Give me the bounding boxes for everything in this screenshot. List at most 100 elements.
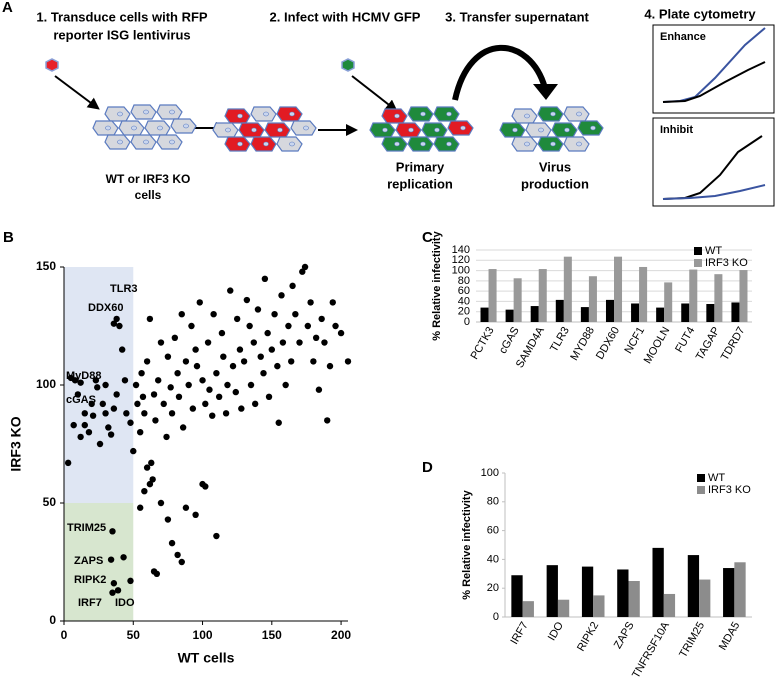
point [329,299,336,306]
point [232,388,239,396]
point [130,447,137,455]
legend-label: IRF3 KO [708,484,751,496]
point [148,459,155,467]
point [213,370,220,377]
cell-label: Virus [539,159,571,174]
inset-line [662,61,766,103]
point [105,424,112,431]
point [149,476,156,483]
cell-label: replication [387,176,453,191]
point [236,346,244,353]
x-tick-label: 0 [61,628,68,642]
point [71,377,79,384]
bar [522,601,534,617]
point [64,459,72,467]
point [185,381,192,389]
y-tick-label: 140 [452,244,470,256]
x-tick-label: TDRD7 [719,325,748,363]
x-tick-label: DDX60 [594,325,622,362]
inset-title: Inhibit [660,124,693,136]
point [285,322,292,330]
point [123,410,130,417]
nucleus [382,127,388,133]
bar [617,569,629,617]
nucleus [408,127,414,133]
point [315,386,323,393]
virus-icon [341,58,355,72]
point [292,311,299,318]
nucleus [263,141,269,147]
point [150,391,158,398]
bar [480,307,489,322]
nucleus [576,111,582,117]
inset-box [652,117,775,207]
point [116,322,123,330]
point [326,362,334,370]
x-tick-label: ZAPS [612,620,637,651]
point [168,539,176,547]
nucleus [434,127,440,133]
point [265,393,273,400]
bar [681,303,690,322]
point [139,393,147,400]
nucleus [394,113,400,119]
nucleus [131,125,137,131]
point [102,381,109,389]
bar [714,274,723,322]
point [138,370,145,377]
point [202,483,209,490]
point [107,556,115,563]
point [206,386,213,393]
point [163,433,170,441]
nucleus [225,127,231,133]
point [96,440,104,448]
point [92,377,100,384]
nucleus [460,125,466,131]
bar [581,566,594,617]
x-tick-label: MDA5 [717,620,743,652]
point [278,292,285,299]
point [220,353,227,360]
arrow-head [533,84,558,100]
point [240,358,248,365]
annotation: MyD88 [66,370,101,382]
y-tick-label: 60 [487,525,499,537]
point [160,400,167,408]
point [222,410,230,417]
point [257,353,264,360]
y-tick-label: 120 [452,254,470,266]
point [77,379,84,386]
bar [723,568,735,617]
point [247,381,255,389]
point [189,405,197,412]
point [182,358,190,365]
point [141,410,148,417]
point [109,528,116,535]
point [178,311,185,318]
point [210,311,217,318]
nucleus [105,125,111,131]
nucleus [524,113,530,119]
bar [546,565,558,617]
nucleus [117,139,123,145]
y-tick-label: 40 [487,553,499,565]
point [99,400,106,408]
x-tick-label: TNFRSF10A [630,619,672,678]
bar [689,269,698,322]
x-tick-label: 100 [193,628,213,642]
x-tick-label: MYD88 [568,325,597,363]
point [89,412,97,419]
step-title: reporter ISG lentivirus [53,27,190,42]
nucleus [590,125,596,131]
y-axis-label: % Relative infectivity [461,489,473,599]
point [268,346,276,353]
nucleus [251,127,257,133]
y-tick-label: 100 [481,467,499,479]
annotation: RIPK2 [74,574,106,586]
y-tick-label: 100 [36,377,56,391]
nucleus [303,125,309,131]
point [224,381,231,389]
point [132,381,140,389]
x-tick-label: 50 [127,628,141,642]
